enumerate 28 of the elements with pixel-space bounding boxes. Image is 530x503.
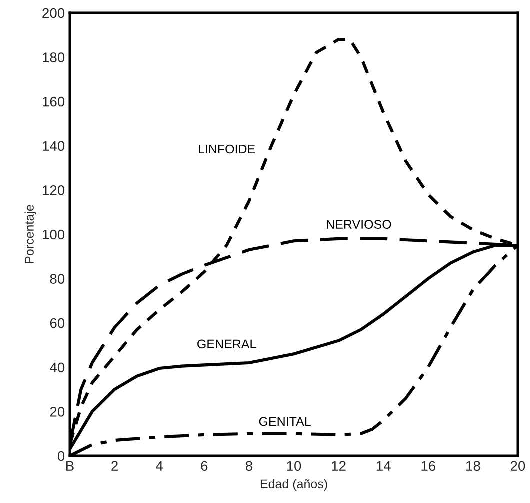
x-tick-label: 2 xyxy=(112,461,118,471)
y-tick-label: 180 xyxy=(43,52,65,62)
x-tick-label: 4 xyxy=(156,461,164,471)
x-tick-label: 8 xyxy=(246,461,252,472)
y-tick-label: 120 xyxy=(43,186,65,196)
x-axis-title: Edad (años) xyxy=(260,479,328,492)
y-tick-label: 80 xyxy=(50,274,65,284)
y-tick-label: 100 xyxy=(43,230,65,240)
series-label: NERVIOSO xyxy=(327,220,392,229)
y-tick-label: 0 xyxy=(58,451,65,462)
x-tick-label: 20 xyxy=(510,461,526,472)
y-axis-title: Porcentaje xyxy=(24,205,36,264)
y-tick-label: 200 xyxy=(42,8,65,18)
y-tick-label: 40 xyxy=(50,362,65,373)
x-tick-label: 12 xyxy=(332,461,346,471)
x-tick-label: 18 xyxy=(466,461,480,472)
x-tick-label: 6 xyxy=(201,461,208,472)
y-tick-label: 160 xyxy=(43,96,65,107)
y-tick-label: 20 xyxy=(50,407,65,417)
x-tick-label: B xyxy=(66,461,74,471)
series-label: GENERAL xyxy=(198,340,256,349)
x-tick-label: 16 xyxy=(422,461,436,472)
series-label: LINFOIDE xyxy=(199,144,256,154)
y-tick-label: 60 xyxy=(50,318,65,328)
y-tick-label: 140 xyxy=(43,141,65,152)
x-tick-label: 10 xyxy=(287,461,302,472)
x-tick-label: 14 xyxy=(376,461,391,471)
series-label: GENITAL xyxy=(259,417,311,426)
